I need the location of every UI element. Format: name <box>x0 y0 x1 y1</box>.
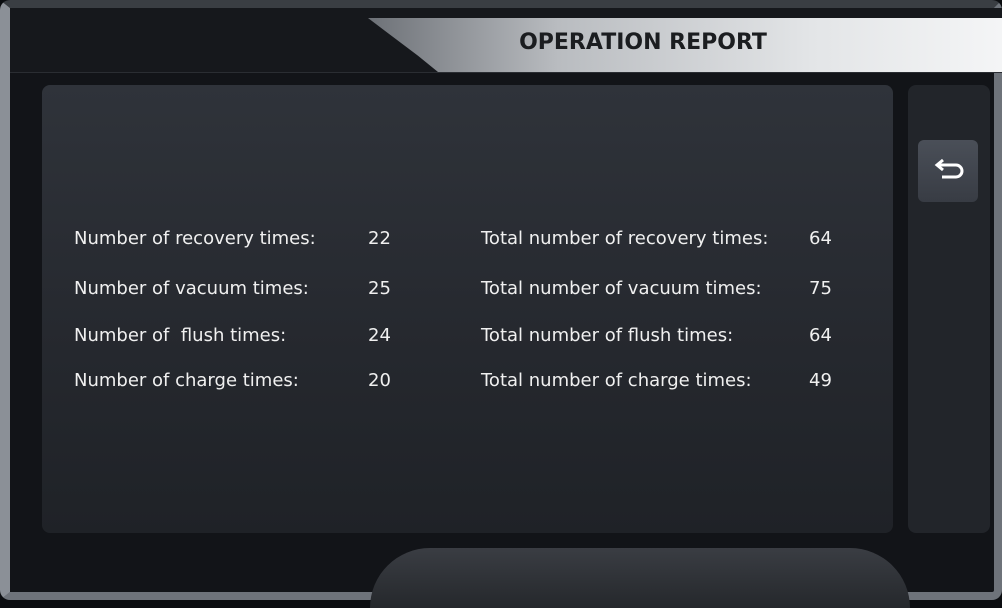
row-value: 75 <box>809 278 832 300</box>
row-value: 25 <box>368 278 391 300</box>
row-label: Number of vacuum times: <box>74 278 309 300</box>
row-label: Number of flush times: <box>74 325 286 347</box>
row-value: 24 <box>368 325 391 347</box>
row-label: Number of charge times: <box>74 370 299 392</box>
back-icon <box>918 140 978 202</box>
report-panel <box>42 85 893 533</box>
row-label: Total number of charge times: <box>481 370 752 392</box>
row-label: Total number of recovery times: <box>481 228 768 250</box>
row-value: 20 <box>368 370 391 392</box>
row-value: 22 <box>368 228 391 250</box>
title: OPERATION REPORT <box>368 30 918 55</box>
back-arrow <box>938 165 962 177</box>
row-value: 64 <box>809 325 832 347</box>
row-label: Total number of flush times: <box>481 325 733 347</box>
row-label: Number of recovery times: <box>74 228 316 250</box>
bottom-bar <box>370 548 910 608</box>
screen: OPERATION REPORT Number of recovery time… <box>0 0 1002 600</box>
row-value: 64 <box>809 228 832 250</box>
row-label: Total number of vacuum times: <box>481 278 762 300</box>
back-button[interactable] <box>918 140 978 202</box>
row-value: 49 <box>809 370 832 392</box>
